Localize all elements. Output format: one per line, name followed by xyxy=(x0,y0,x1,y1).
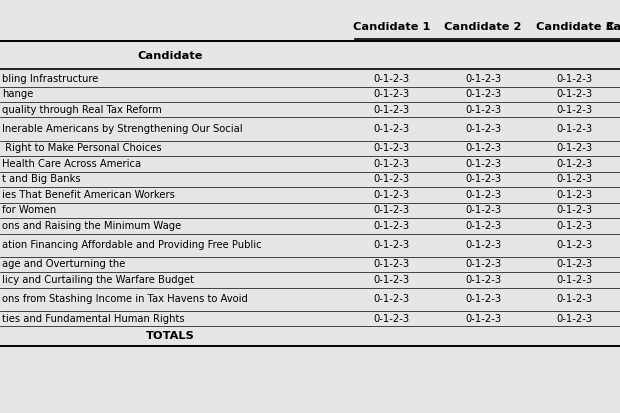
Text: ties and Fundamental Human Rights: ties and Fundamental Human Rights xyxy=(2,313,185,323)
Text: 0-1-2-3: 0-1-2-3 xyxy=(373,174,409,184)
Text: 0-1-2-3: 0-1-2-3 xyxy=(465,205,501,215)
Text: 0-1-2-3: 0-1-2-3 xyxy=(373,294,409,304)
Text: 0-1-2-3: 0-1-2-3 xyxy=(465,190,501,200)
Text: 0-1-2-3: 0-1-2-3 xyxy=(373,259,409,269)
Text: 0-1-2-3: 0-1-2-3 xyxy=(465,143,501,153)
Text: lnerable Americans by Strengthening Our Social: lnerable Americans by Strengthening Our … xyxy=(2,124,242,134)
Text: 0-1-2-3: 0-1-2-3 xyxy=(373,221,409,231)
Text: 0-1-2-3: 0-1-2-3 xyxy=(465,259,501,269)
Text: Candidate 3: Candidate 3 xyxy=(536,22,614,32)
Text: Candidate 2: Candidate 2 xyxy=(445,22,521,32)
Text: 0-1-2-3: 0-1-2-3 xyxy=(557,174,593,184)
Text: 0-1-2-3: 0-1-2-3 xyxy=(373,313,409,323)
Text: Candidate 1: Candidate 1 xyxy=(353,22,430,32)
Text: 0-1-2-3: 0-1-2-3 xyxy=(373,105,409,115)
Text: 0-1-2-3: 0-1-2-3 xyxy=(557,159,593,169)
Text: 0-1-2-3: 0-1-2-3 xyxy=(557,294,593,304)
Text: 0-1-2-3: 0-1-2-3 xyxy=(465,294,501,304)
Text: Candidate: Candidate xyxy=(138,51,203,61)
Text: 0-1-2-3: 0-1-2-3 xyxy=(557,190,593,200)
Text: 0-1-2-3: 0-1-2-3 xyxy=(557,105,593,115)
Text: 0-1-2-3: 0-1-2-3 xyxy=(557,74,593,84)
Text: 0-1-2-3: 0-1-2-3 xyxy=(557,89,593,99)
Text: hange: hange xyxy=(2,89,33,99)
Text: 0-1-2-3: 0-1-2-3 xyxy=(557,275,593,285)
Text: ons and Raising the Minimum Wage: ons and Raising the Minimum Wage xyxy=(2,221,181,231)
Text: 0-1-2-3: 0-1-2-3 xyxy=(373,89,409,99)
Text: 0-1-2-3: 0-1-2-3 xyxy=(465,313,501,323)
Text: Health Care Across America: Health Care Across America xyxy=(2,159,141,169)
Text: ons from Stashing Income in Tax Havens to Avoid: ons from Stashing Income in Tax Havens t… xyxy=(2,294,248,304)
Text: quality through Real Tax Reform: quality through Real Tax Reform xyxy=(2,105,162,115)
Text: 0-1-2-3: 0-1-2-3 xyxy=(557,259,593,269)
Text: 0-1-2-3: 0-1-2-3 xyxy=(373,190,409,200)
Text: 0-1-2-3: 0-1-2-3 xyxy=(465,221,501,231)
Text: 0-1-2-3: 0-1-2-3 xyxy=(465,174,501,184)
Text: 0-1-2-3: 0-1-2-3 xyxy=(465,74,501,84)
Text: 0-1-2-3: 0-1-2-3 xyxy=(373,159,409,169)
Text: 0-1-2-3: 0-1-2-3 xyxy=(373,275,409,285)
Text: 0-1-2-3: 0-1-2-3 xyxy=(557,313,593,323)
Text: age and Overturning the: age and Overturning the xyxy=(2,259,128,269)
Text: bling Infrastructure: bling Infrastructure xyxy=(2,74,98,84)
Text: for Women: for Women xyxy=(2,205,56,215)
Text: 0-1-2-3: 0-1-2-3 xyxy=(373,74,409,84)
Text: 0-1-2-3: 0-1-2-3 xyxy=(465,159,501,169)
Text: 0-1-2-3: 0-1-2-3 xyxy=(465,275,501,285)
Text: licy and Curtailing the Warfare Budget: licy and Curtailing the Warfare Budget xyxy=(2,275,194,285)
Text: 0-1-2-3: 0-1-2-3 xyxy=(557,240,593,250)
Text: 0-1-2-3: 0-1-2-3 xyxy=(557,124,593,134)
Text: 0-1-2-3: 0-1-2-3 xyxy=(465,124,501,134)
Text: ation Financing Affordable and Providing Free Public: ation Financing Affordable and Providing… xyxy=(2,240,262,250)
Text: 0-1-2-3: 0-1-2-3 xyxy=(557,221,593,231)
Text: ies That Benefit American Workers: ies That Benefit American Workers xyxy=(2,190,175,200)
Text: 0-1-2-3: 0-1-2-3 xyxy=(373,124,409,134)
Text: 0-1-2-3: 0-1-2-3 xyxy=(373,143,409,153)
Text: 0-1-2-3: 0-1-2-3 xyxy=(373,205,409,215)
Text: 0-1-2-3: 0-1-2-3 xyxy=(465,89,501,99)
Text: t and Big Banks: t and Big Banks xyxy=(2,174,81,184)
Text: 0-1-2-3: 0-1-2-3 xyxy=(465,105,501,115)
Text: Right to Make Personal Choices: Right to Make Personal Choices xyxy=(2,143,161,153)
Text: 0-1-2-3: 0-1-2-3 xyxy=(557,143,593,153)
Text: TOTALS: TOTALS xyxy=(146,331,195,341)
Text: 0-1-2-3: 0-1-2-3 xyxy=(373,240,409,250)
Text: Ca: Ca xyxy=(606,22,620,32)
Text: 0-1-2-3: 0-1-2-3 xyxy=(557,205,593,215)
Text: 0-1-2-3: 0-1-2-3 xyxy=(465,240,501,250)
